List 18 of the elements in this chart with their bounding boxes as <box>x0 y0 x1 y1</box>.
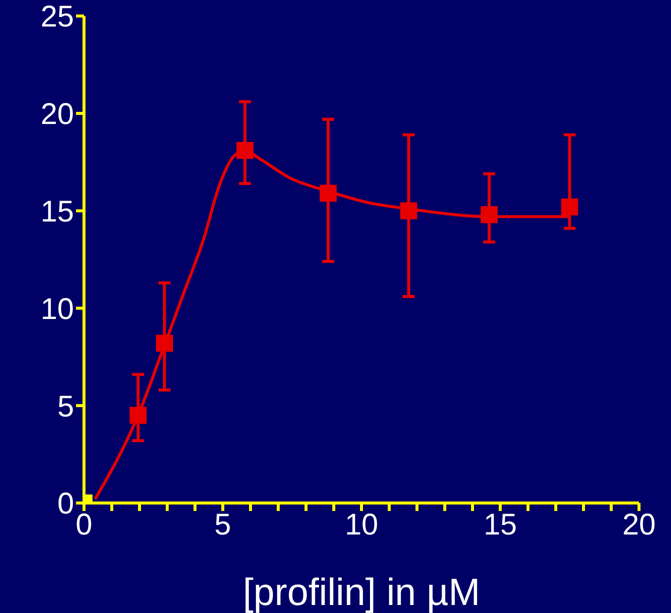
point <box>156 334 173 352</box>
x-tick-label: 20 <box>622 508 656 542</box>
point <box>480 206 498 224</box>
x-tick-label: 10 <box>344 508 378 542</box>
point <box>400 202 418 220</box>
y-tick-label: 20 <box>40 98 74 132</box>
y-tick-label: 0 <box>57 488 74 521</box>
y-tick-label: 25 <box>40 0 74 34</box>
x-axis-title: [profilin] in µM <box>242 572 480 613</box>
y-tick-label: 15 <box>40 195 74 228</box>
y-tick-label: 10 <box>40 292 74 326</box>
x-tick-label: 5 <box>214 508 232 542</box>
y-tick-label: 5 <box>57 390 74 424</box>
point <box>130 406 147 424</box>
point <box>561 198 578 216</box>
x-tick-label: 15 <box>484 508 517 542</box>
point <box>236 142 254 159</box>
point <box>320 184 337 202</box>
